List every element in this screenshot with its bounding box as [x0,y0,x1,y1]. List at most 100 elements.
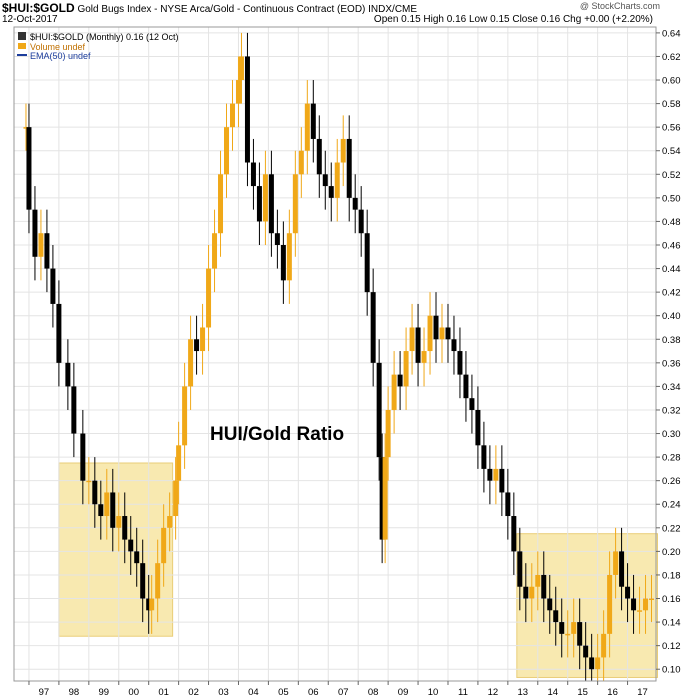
x-tick-label: 02 [188,687,199,698]
y-tick-label: 0.38 [662,335,681,346]
price-bar [649,598,655,601]
price-bar [547,598,553,611]
y-tick-label: 0.52 [662,170,681,181]
price-bar [397,374,403,387]
x-tick-label: 03 [218,687,229,698]
x-tick-label: 10 [428,687,439,698]
price-bar [385,409,391,458]
price-bar [346,138,352,198]
price-bar [206,268,212,328]
y-tick-label: 0.64 [662,28,681,39]
y-tick-label: 0.42 [662,288,681,299]
price-bar [26,127,32,210]
price-bar [110,492,116,528]
price-bar [200,327,206,352]
price-bar [439,327,445,340]
price-bar [44,233,50,269]
price-bar [316,138,322,175]
x-tick-label: 97 [39,687,50,698]
x-tick-label: 14 [547,687,558,698]
chart-header-line1: $HUI:$GOLD Gold Bugs Index - NYSE Arca/G… [2,1,417,15]
price-bar [415,327,421,363]
price-bar [487,468,493,481]
x-tick-label: 05 [278,687,289,698]
price-bar [625,586,631,599]
price-bar [541,574,547,599]
price-bar [173,480,179,517]
x-tick-label: 00 [128,687,139,698]
y-tick-label: 0.34 [662,382,681,393]
x-tick-label: 09 [398,687,409,698]
price-bar [583,645,589,658]
price-bar [224,127,230,175]
price-bar [280,245,286,281]
y-tick-label: 0.44 [662,264,681,275]
price-bar [286,233,292,281]
price-bar [268,174,274,234]
price-bar [553,610,559,623]
price-bar [176,445,182,481]
price-bar [601,633,607,658]
y-tick-label: 0.58 [662,99,681,110]
price-bar [595,657,601,670]
ohlc-readout: Open 0.15 High 0.16 Low 0.15 Close 0.16 … [374,14,653,25]
price-bar [310,103,316,139]
price-bar [481,445,487,469]
copyright-text: @ StockCharts.com [579,1,660,11]
price-bar [235,80,241,104]
x-tick-label: 16 [607,687,618,698]
price-bar [238,56,244,81]
x-tick-label: 12 [488,687,499,698]
price-bar [352,197,358,210]
price-bar [212,233,218,269]
y-tick-label: 0.60 [662,76,681,87]
price-bar [32,209,38,257]
price-bar [505,492,511,517]
price-bar [229,103,235,128]
price-bar [379,457,385,540]
price-bar [631,598,637,611]
price-bar [571,622,577,634]
price-bar [86,480,92,483]
price-bar [577,622,583,646]
price-bar [493,468,499,481]
price-bar [382,457,388,540]
y-tick-label: 0.16 [662,594,681,605]
x-tick-label: 13 [518,687,529,698]
price-bar [499,468,505,493]
y-tick-label: 0.24 [662,500,681,511]
y-tick-label: 0.54 [662,146,681,157]
price-bar [334,162,340,198]
price-bar [565,633,571,636]
price-bar [256,186,262,222]
price-bar [364,233,370,293]
price-bar [427,315,433,352]
price-bar [469,398,475,410]
price-bar [50,268,56,304]
price-bar [104,492,110,517]
price-bar [161,527,167,564]
chart-date: 12-Oct-2017 [2,14,58,25]
price-bar [457,351,463,375]
y-tick-label: 0.28 [662,453,681,464]
price-bar [391,374,397,410]
y-tick-label: 0.26 [662,476,681,487]
price-bar [274,233,280,245]
x-tick-label: 04 [248,687,259,698]
x-tick-label: 99 [99,687,110,698]
price-bar [304,103,310,151]
price-bar [194,339,200,352]
price-bar [589,657,595,670]
price-bar [643,598,649,611]
volume-legend-swatch [18,43,26,49]
y-tick-label: 0.50 [662,193,681,204]
y-tick-label: 0.20 [662,547,681,558]
price-bar [262,174,268,222]
y-tick-label: 0.14 [662,618,681,629]
x-tick-label: 07 [338,687,349,698]
x-tick-label: 98 [69,687,80,698]
price-bar [475,409,481,446]
price-bar [134,551,140,564]
volume-legend-label: Volume undef [30,42,86,52]
